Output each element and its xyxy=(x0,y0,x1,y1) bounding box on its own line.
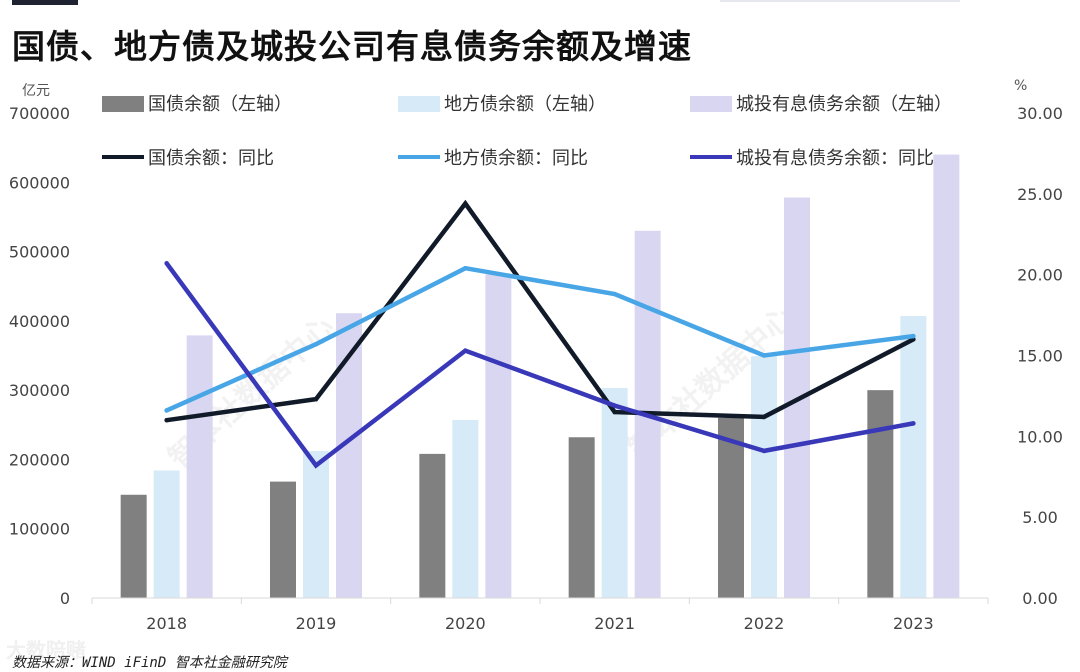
bar-国债余额（左轴）-2023 xyxy=(867,390,894,598)
left-tick-label: 500000 xyxy=(9,243,70,262)
legend-label: 国债余额：同比 xyxy=(148,148,274,169)
left-tick-label: 400000 xyxy=(9,312,70,331)
right-tick-label: 10.00 xyxy=(1017,427,1063,446)
bar-地方债余额（左轴）-2022 xyxy=(751,356,777,598)
x-tick-label: 2018 xyxy=(146,614,187,633)
legend-swatch-bar xyxy=(102,96,144,112)
line-point-城投有息债务余额：同比-2018 xyxy=(164,261,169,266)
x-tick-label: 2022 xyxy=(744,614,785,633)
source-note: 数据来源：WIND iFinD 智本社金融研究院 xyxy=(12,655,287,671)
left-tick-label: 700000 xyxy=(9,104,70,123)
left-tick-label: 300000 xyxy=(9,381,70,400)
line-series-2 xyxy=(164,265,916,413)
legend: 国债余额（左轴） 地方债余额（左轴） 城投有息债务余额（左轴） 国债余额：同比 地方债余… xyxy=(102,94,952,169)
bar-地方债余额（左轴）-2018 xyxy=(153,470,180,598)
line-point-国债余额：同比-2019 xyxy=(313,396,319,402)
left-tick-label: 200000 xyxy=(9,450,70,469)
bar-城投有息债务余额（左轴）-2018 xyxy=(186,335,213,598)
right-axis: 0.00 5.00 10.00 15.00 20.00 25.00 30.00 xyxy=(1017,104,1063,608)
right-axis-unit: % xyxy=(1014,78,1027,94)
bar-地方债余额（左轴）-2019 xyxy=(303,451,329,598)
bar-地方债余额（左轴）-2023 xyxy=(900,316,927,598)
top-accent-rule xyxy=(12,0,78,5)
legend-label: 国债余额（左轴） xyxy=(148,94,292,115)
line-point-地方债余额：同比-2021 xyxy=(612,291,617,297)
bar-国债余额（左轴）-2022 xyxy=(718,417,744,598)
top-faint-rule xyxy=(720,0,960,2)
line-point-地方债余额：同比-2019 xyxy=(313,341,319,347)
bar-地方债余额（左轴）-2021 xyxy=(601,388,628,598)
line-point-城投有息债务余额：同比-2021 xyxy=(612,403,617,408)
x-axis: 2018 2019 2020 2021 2022 2023 xyxy=(91,598,989,633)
legend-label: 城投有息债务余额：同比 xyxy=(736,148,934,169)
left-tick-label: 0 xyxy=(60,589,70,608)
legend-label: 城投有息债务余额（左轴） xyxy=(736,94,952,115)
line-point-城投有息债务余额：同比-2023 xyxy=(911,421,916,426)
page-title: 国债、地方债及城投公司有息债务余额及增速 xyxy=(12,27,692,66)
line-point-国债余额：同比-2021 xyxy=(612,409,617,415)
left-axis-unit: 亿元 xyxy=(22,83,50,99)
right-tick-label: 20.00 xyxy=(1017,266,1063,285)
line-point-国债余额：同比-2018 xyxy=(164,417,169,423)
left-tick-label: 600000 xyxy=(9,173,70,192)
bar-地方债余额（左轴）-2020 xyxy=(452,419,479,598)
x-tick-label: 2023 xyxy=(893,614,934,633)
bar-国债余额（左轴）-2021 xyxy=(568,437,595,598)
line-point-地方债余额：同比-2022 xyxy=(761,353,767,358)
legend-swatch-bar xyxy=(690,96,732,112)
chart: 智本社数据中心 智本社数据中心 亿元 % 0100000200000300000… xyxy=(9,78,1063,633)
right-tick-label: 15.00 xyxy=(1017,347,1063,366)
legend-label: 地方债余额（左轴） xyxy=(444,94,606,115)
bar-国债余额（左轴）-2018 xyxy=(120,494,147,598)
line-point-城投有息债务余额：同比-2019 xyxy=(313,463,319,468)
x-tick-label: 2020 xyxy=(445,614,486,633)
legend-label: 地方债余额：同比 xyxy=(444,148,588,169)
bar-国债余额（左轴）-2019 xyxy=(270,481,296,598)
x-tick-label: 2021 xyxy=(594,614,635,633)
bar-国债余额（左轴）-2020 xyxy=(419,453,446,598)
line-point-地方债余额：同比-2023 xyxy=(911,333,916,339)
bar-城投有息债务余额（左轴）-2019 xyxy=(336,313,362,598)
line-point-城投有息债务余额：同比-2022 xyxy=(761,448,767,454)
line-point-城投有息债务余额：同比-2020 xyxy=(463,348,468,353)
line-point-地方债余额：同比-2020 xyxy=(463,266,468,271)
line-series-1 xyxy=(164,199,916,423)
line-point-国债余额：同比-2020 xyxy=(463,201,468,206)
line-point-国债余额：同比-2022 xyxy=(761,414,767,420)
right-tick-label: 30.00 xyxy=(1017,104,1063,123)
right-tick-label: 25.00 xyxy=(1017,185,1063,204)
x-tick-label: 2019 xyxy=(296,614,337,633)
legend-swatch-bar xyxy=(398,96,440,112)
right-tick-label: 5.00 xyxy=(1022,508,1058,527)
right-tick-label: 0.00 xyxy=(1022,589,1058,608)
line-series-3 xyxy=(164,261,916,469)
left-tick-label: 100000 xyxy=(9,520,70,539)
corner-logo: 大数陪赌 xyxy=(6,638,86,662)
line-series-group xyxy=(164,199,916,469)
left-axis: 0 100000 200000 300000 400000 500000 600000 700… xyxy=(9,104,70,608)
bar-城投有息债务余额（左轴）-2023 xyxy=(933,154,960,599)
line-point-地方债余额：同比-2018 xyxy=(164,408,169,413)
bar-城投有息债务余额（左轴）-2020 xyxy=(485,274,512,598)
